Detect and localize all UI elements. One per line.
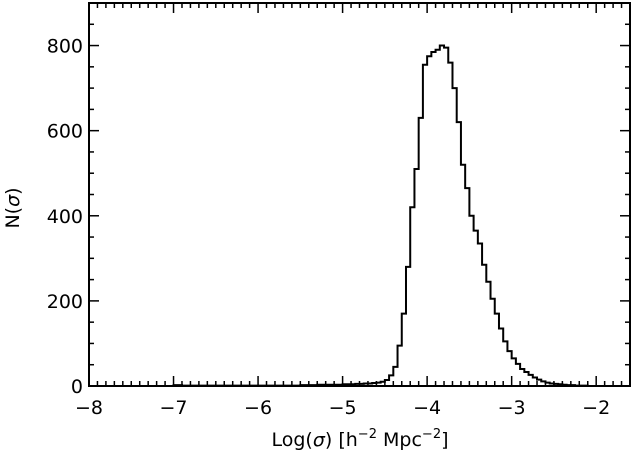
axis-ticks xyxy=(88,2,631,387)
y-tick-label: 800 xyxy=(47,36,83,58)
plot-frame xyxy=(88,2,631,387)
histogram-step-line xyxy=(172,44,589,387)
y-tick-label: 600 xyxy=(47,121,83,143)
x-tick-label: −3 xyxy=(498,397,526,419)
y-tick-label: 0 xyxy=(71,376,83,398)
x-tick-labels: −8 −7 −6 −5 −4 −3 −2 xyxy=(75,397,610,419)
y-tick-labels: 0 200 400 600 800 xyxy=(47,36,83,398)
x-tick-label: −7 xyxy=(160,397,188,419)
y-tick-label: 400 xyxy=(47,206,83,228)
x-axis-label: Log(σ) [h−2 Mpc−2] xyxy=(271,427,448,451)
y-axis-label: N(σ) xyxy=(2,187,24,228)
x-tick-label: −4 xyxy=(413,397,441,419)
x-tick-label: −5 xyxy=(329,397,357,419)
y-tick-label: 200 xyxy=(47,291,83,313)
x-tick-label: −2 xyxy=(582,397,610,419)
x-tick-label: −8 xyxy=(75,397,103,419)
x-tick-label: −6 xyxy=(244,397,272,419)
